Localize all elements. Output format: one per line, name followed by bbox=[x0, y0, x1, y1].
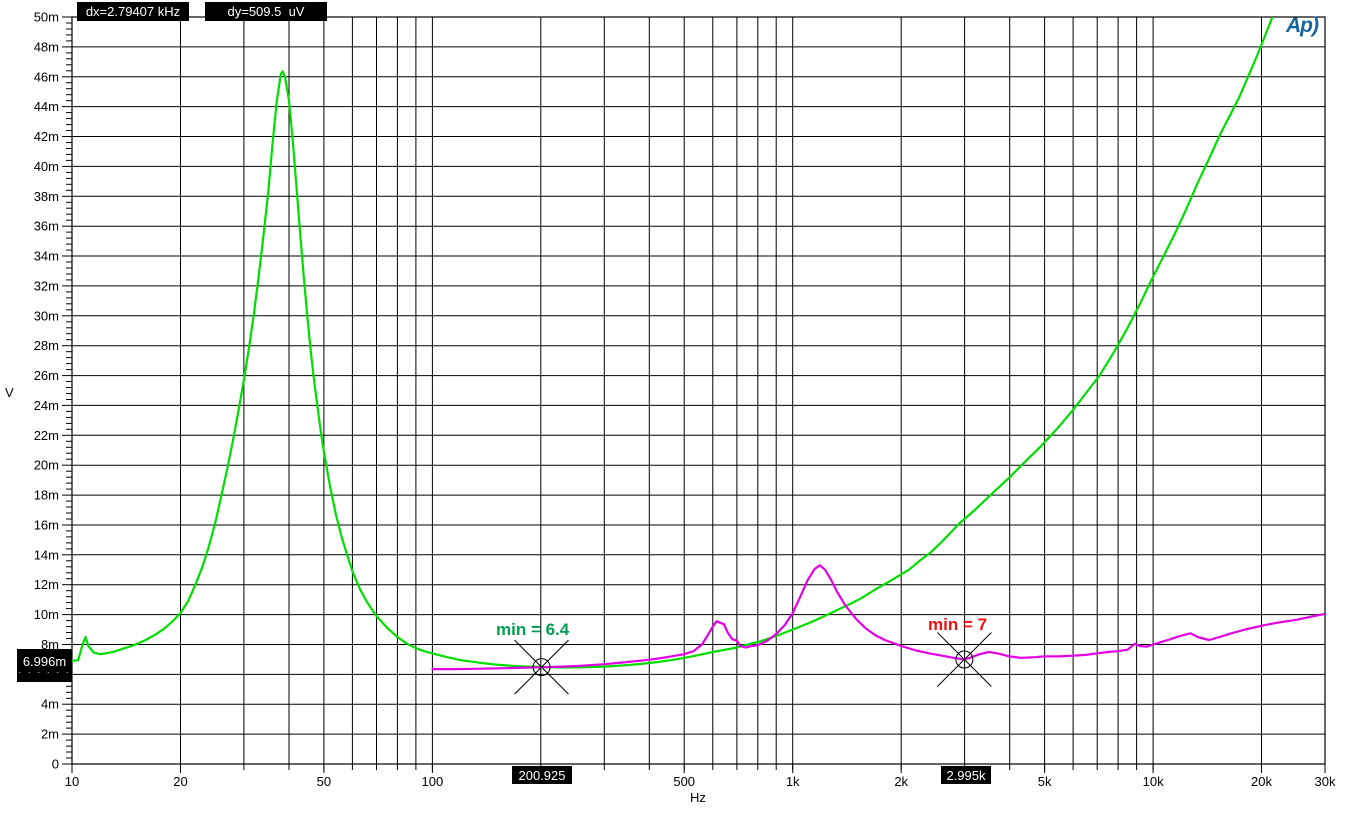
svg-text:36m: 36m bbox=[34, 219, 59, 234]
svg-text:0: 0 bbox=[52, 757, 59, 772]
svg-text:12m: 12m bbox=[34, 577, 59, 592]
svg-text:22m: 22m bbox=[34, 428, 59, 443]
axis-ticks bbox=[62, 16, 1326, 773]
cursor1-x-value-box[interactable]: 200.925 bbox=[512, 766, 572, 784]
svg-text:4m: 4m bbox=[41, 697, 59, 712]
svg-text:38m: 38m bbox=[34, 189, 59, 204]
svg-text:10: 10 bbox=[65, 774, 79, 789]
svg-text:44m: 44m bbox=[34, 99, 59, 114]
x-tick-labels: 10 20 50 100 500 1k 2k 5k 10k 20k 30k bbox=[65, 774, 1336, 789]
svg-text:50m: 50m bbox=[34, 10, 59, 25]
svg-text:10k: 10k bbox=[1143, 774, 1164, 789]
cursor-y-value-box[interactable]: 6.996m · · · · · · bbox=[17, 649, 72, 682]
svg-text:40m: 40m bbox=[34, 159, 59, 174]
svg-text:50: 50 bbox=[317, 774, 331, 789]
svg-text:32m: 32m bbox=[34, 278, 59, 293]
svg-text:5k: 5k bbox=[1038, 774, 1052, 789]
svg-text:14m: 14m bbox=[34, 547, 59, 562]
svg-text:2m: 2m bbox=[41, 727, 59, 742]
plot-border bbox=[71, 16, 1326, 765]
magenta-min-annotation: min = 7 bbox=[928, 615, 988, 634]
svg-text:48m: 48m bbox=[34, 39, 59, 54]
svg-text:30m: 30m bbox=[34, 308, 59, 323]
magenta-trace bbox=[431, 564, 1325, 671]
svg-text:30k: 30k bbox=[1315, 774, 1336, 789]
svg-text:500: 500 bbox=[673, 774, 695, 789]
svg-text:34m: 34m bbox=[34, 249, 59, 264]
green-min-annotation: min = 6.4 bbox=[496, 620, 570, 639]
svg-text:2k: 2k bbox=[894, 774, 908, 789]
svg-text:20k: 20k bbox=[1251, 774, 1272, 789]
ap-logo-text: Ap bbox=[1286, 14, 1313, 37]
x-axis-unit-label: Hz bbox=[690, 790, 706, 805]
cursor-marker-1[interactable] bbox=[514, 639, 569, 695]
cursor-dx-readout[interactable]: dx=2.79407 kHz bbox=[77, 2, 189, 21]
green-trace bbox=[72, 17, 1274, 669]
cursor2-x-value-box[interactable]: 2.995k bbox=[941, 766, 991, 784]
grid-lines bbox=[71, 16, 1326, 765]
y-axis-unit-label: V bbox=[5, 385, 14, 400]
svg-text:16m: 16m bbox=[34, 518, 59, 533]
svg-text:28m: 28m bbox=[34, 338, 59, 353]
cursor-dy-readout[interactable]: dy=509.5 uV bbox=[205, 2, 327, 21]
svg-text:10m: 10m bbox=[34, 607, 59, 622]
svg-text:100: 100 bbox=[422, 774, 444, 789]
audio-precision-logo-icon: Ap) bbox=[1286, 14, 1319, 38]
cursor-marker-2[interactable] bbox=[937, 632, 992, 687]
svg-text:20m: 20m bbox=[34, 458, 59, 473]
ap-logo-arc: ) bbox=[1312, 14, 1319, 37]
svg-text:20: 20 bbox=[173, 774, 187, 789]
svg-text:24m: 24m bbox=[34, 398, 59, 413]
cursor-y-value: 6.996m bbox=[22, 654, 67, 669]
svg-text:18m: 18m bbox=[34, 488, 59, 503]
svg-text:1k: 1k bbox=[786, 774, 800, 789]
y-tick-labels: 02m4m6m8m10m12m14m16m18m20m22m24m26m28m3… bbox=[34, 10, 59, 772]
svg-text:42m: 42m bbox=[34, 129, 59, 144]
cursor-y-value-hidden: · · · · · · bbox=[18, 669, 71, 677]
svg-text:26m: 26m bbox=[34, 368, 59, 383]
svg-text:46m: 46m bbox=[34, 69, 59, 84]
svg-text:8m: 8m bbox=[41, 637, 59, 652]
